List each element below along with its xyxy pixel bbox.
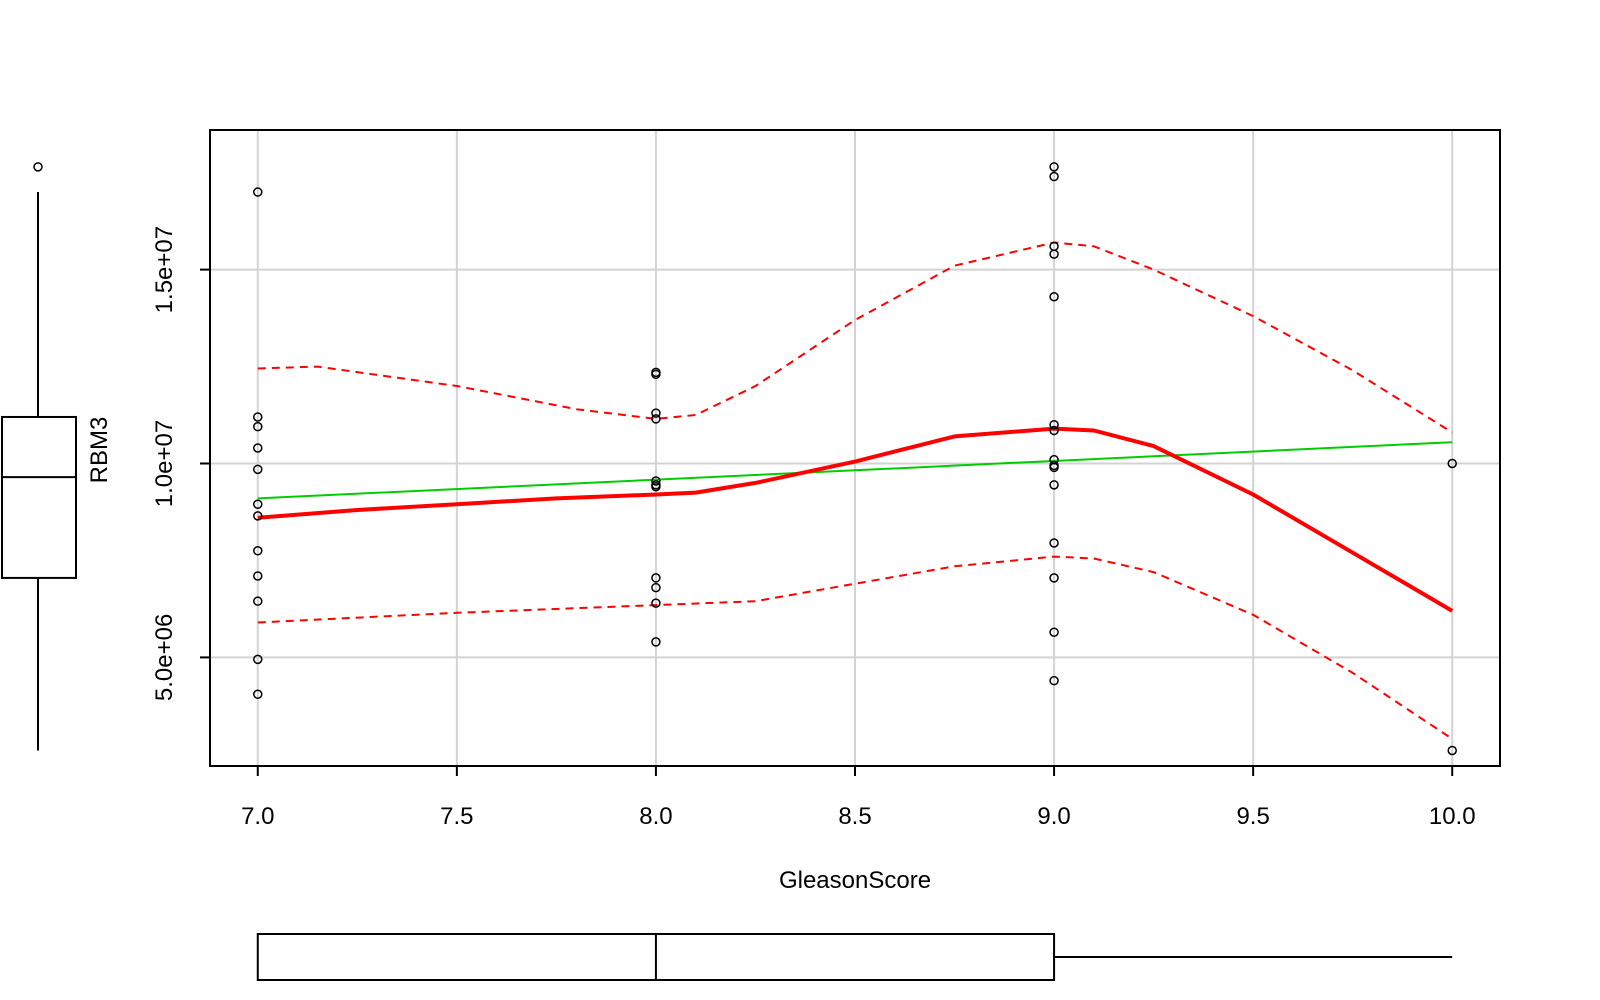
scatter-point [1049,538,1059,548]
y-marginal-boxplot [1,162,77,751]
x-tick-label: 10.0 [1429,803,1476,830]
scatter-point [651,408,661,418]
y-box-outlier [33,162,43,172]
scatter-point [253,571,263,581]
scatter-point [1049,292,1059,302]
scatter-point [651,598,661,608]
x-axis: 7.0 7.5 8.0 8.5 9.0 9.5 10.0 [241,766,1476,830]
scatter-point [253,511,263,521]
scatter-point [1447,458,1457,469]
scatter-point [651,476,661,486]
series-line-smooth [257,426,1454,613]
scatter-point [1049,419,1059,430]
series-layer [257,241,1454,740]
x-tick-label: 9.0 [1037,803,1070,830]
x-tick-label: 9.5 [1236,803,1269,830]
scatter-point [1049,627,1059,637]
scatter-point [253,443,263,453]
y-tick-label: 5.0e+06 [151,614,178,701]
y-box-body [1,415,77,579]
scatter-point [253,412,263,422]
scatter-point [651,582,661,593]
scatter-point [1049,573,1059,583]
scatter-point [651,482,661,492]
scatter-point [1049,480,1059,490]
x-tick-label: 8.0 [639,803,672,830]
scatter-point [1447,745,1457,756]
x-tick-label: 7.5 [440,803,473,830]
scatter-point [253,464,263,475]
scatter-point [651,637,661,647]
scatter-point [1049,425,1059,436]
scatter-point [1049,162,1059,172]
data-points [253,162,1457,756]
scatter-point [651,369,661,380]
x-tick-label: 7.0 [241,803,274,830]
x-marginal-boxplot [256,933,1453,981]
x-tick-label: 8.5 [838,803,871,830]
series-line-smooth-upper [257,241,1453,434]
scatter-point [253,187,263,197]
scatter-point [1049,462,1059,473]
scatter-point [253,596,263,606]
y-axis: 5.0e+06 1.0e+07 1.5e+07 [151,226,210,701]
y-tick-label: 1.5e+07 [151,226,178,313]
scatter-point [253,546,263,556]
y-tick-label: 1.0e+07 [151,420,178,507]
x-axis-title: GleasonScore [779,867,931,894]
y-axis-title: RBM3 [86,417,113,484]
scatter-point [253,499,263,509]
scatter-point [651,573,661,583]
scatter-point [1049,171,1059,182]
scatter-point [253,654,263,665]
scatter-point [1049,249,1059,259]
scatter-point [651,414,661,424]
scatter-point [253,421,263,432]
scatter-point [1049,675,1059,686]
series-line-smooth-lower [257,555,1453,740]
series-line-linear-fit [257,441,1453,500]
scatter-point [253,689,263,700]
